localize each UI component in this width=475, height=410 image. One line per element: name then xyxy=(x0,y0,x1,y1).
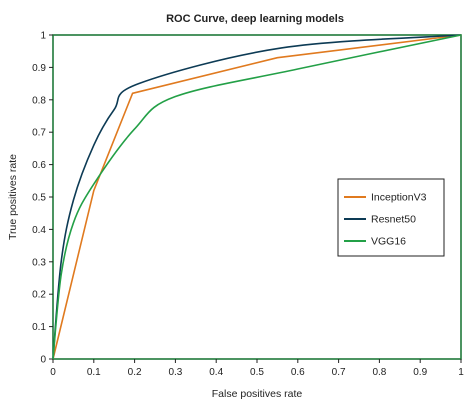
series-lines xyxy=(52,34,462,360)
x-tick-label: 0.3 xyxy=(168,367,182,378)
y-tick-label: 0.9 xyxy=(32,63,46,74)
x-tick-label: 0.8 xyxy=(372,367,386,378)
series-line-resnet50 xyxy=(52,34,462,360)
x-axis-label: False positives rate xyxy=(212,388,303,400)
x-tick-label: 0.9 xyxy=(413,367,427,378)
x-tick-label: 0.6 xyxy=(291,367,305,378)
y-tick-label: 0.8 xyxy=(32,95,46,106)
x-tick-label: 0.5 xyxy=(250,367,264,378)
y-tick-label: 0.3 xyxy=(32,257,46,268)
x-tick-label: 0.1 xyxy=(87,367,101,378)
series-line-vgg16 xyxy=(52,34,462,360)
chart-title: ROC Curve, deep learning models xyxy=(166,13,344,25)
legend-box xyxy=(337,178,445,257)
y-tick-label: 0.5 xyxy=(32,193,46,204)
x-tick-label: 0.4 xyxy=(209,367,223,378)
y-tick-label: 0.7 xyxy=(32,128,46,139)
legend-label: VGG16 xyxy=(371,236,406,248)
y-tick-label: 0.1 xyxy=(32,322,46,333)
legend: InceptionV3 Resnet50 VGG16 xyxy=(337,178,445,257)
x-tick-label: 0 xyxy=(50,367,56,378)
series-line-inceptionv3 xyxy=(52,34,462,360)
y-tick-label: 0.2 xyxy=(32,290,46,301)
y-axis-ticks: 0 0.1 0.2 0.3 0.4 0.5 0.6 0.7 0.8 0.9 1 xyxy=(32,31,53,366)
legend-label: InceptionV3 xyxy=(371,192,427,204)
y-axis-label: True positives rate xyxy=(7,154,19,240)
y-tick-label: 0.4 xyxy=(32,225,46,236)
legend-label: Resnet50 xyxy=(371,214,416,226)
y-tick-label: 0.6 xyxy=(32,160,46,171)
x-tick-label: 0.2 xyxy=(128,367,142,378)
y-tick-label: 1 xyxy=(40,31,46,42)
x-axis-ticks: 0 0.1 0.2 0.3 0.4 0.5 0.6 0.7 0.8 0.9 1 xyxy=(50,359,464,378)
y-tick-label: 0 xyxy=(40,355,46,366)
legend-items: InceptionV3 Resnet50 VGG16 xyxy=(344,192,427,248)
x-tick-label: 1 xyxy=(458,367,464,378)
x-tick-label: 0.7 xyxy=(332,367,346,378)
